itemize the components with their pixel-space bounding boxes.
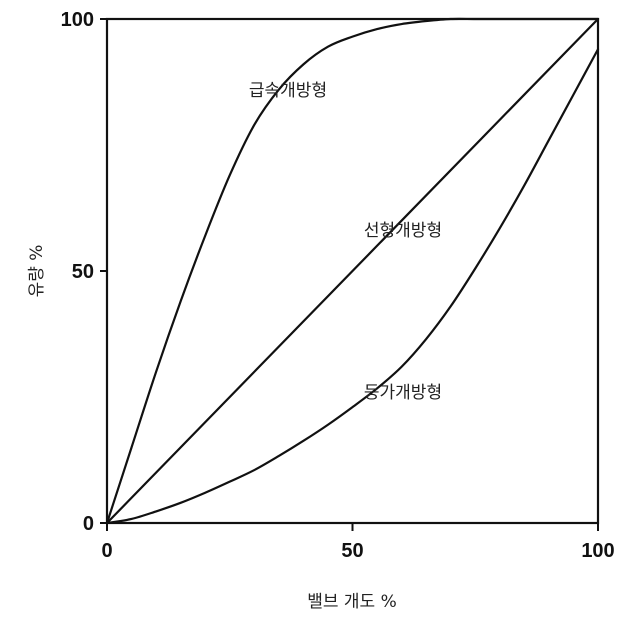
x-tick-label: 0 xyxy=(101,540,112,562)
x-tick-label: 100 xyxy=(581,540,614,562)
equal-percentage-curve xyxy=(105,48,600,525)
x-ticks: 0 50 100 xyxy=(101,523,615,562)
quick-opening-curve xyxy=(105,17,600,525)
quick-opening-label: 급속개방형 xyxy=(249,81,327,101)
y-axis-label: 유량 % xyxy=(27,245,47,298)
y-tick-label: 100 xyxy=(61,9,94,31)
series-layer xyxy=(105,17,600,525)
equal-percentage-label: 등가개방형 xyxy=(364,383,442,403)
linear-curve xyxy=(105,17,600,525)
y-ticks: 0 50 100 xyxy=(61,9,107,535)
linear-label: 선형개방형 xyxy=(364,221,442,241)
x-axis-label: 밸브 개도 % xyxy=(307,592,397,612)
y-tick-label: 0 xyxy=(83,513,94,535)
y-tick-label: 50 xyxy=(72,261,94,283)
x-tick-label: 50 xyxy=(341,540,363,562)
